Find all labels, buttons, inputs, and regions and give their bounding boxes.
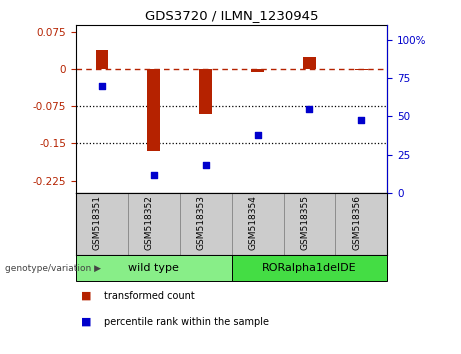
Text: wild type: wild type (129, 263, 179, 273)
Point (202, 162, 209, 168)
Bar (128, 193, 180, 255)
Text: GSM518352: GSM518352 (145, 195, 154, 250)
Title: GDS3720 / ILMN_1230945: GDS3720 / ILMN_1230945 (145, 9, 319, 22)
Bar (148, 69, 160, 151)
Point (98, 83, 106, 89)
Bar (180, 193, 231, 255)
Text: GSM518355: GSM518355 (301, 195, 309, 250)
Text: percentile rank within the sample: percentile rank within the sample (104, 317, 269, 327)
Bar (231, 255, 387, 281)
Text: RORalpha1delDE: RORalpha1delDE (262, 263, 357, 273)
Point (306, 106, 313, 112)
Point (150, 172, 158, 177)
Bar (251, 69, 264, 72)
Bar (355, 69, 368, 70)
Text: ■: ■ (81, 317, 91, 327)
Bar (199, 69, 212, 114)
Bar (76, 193, 128, 255)
Point (254, 132, 261, 138)
Bar (95, 50, 108, 69)
Text: genotype/variation ▶: genotype/variation ▶ (5, 264, 100, 273)
Bar (231, 193, 284, 255)
Bar (303, 57, 316, 69)
Bar (76, 255, 231, 281)
Text: GSM518353: GSM518353 (197, 195, 206, 250)
Text: GSM518351: GSM518351 (93, 195, 102, 250)
Bar (335, 193, 387, 255)
Point (358, 117, 365, 122)
Text: GSM518356: GSM518356 (352, 195, 361, 250)
Bar (284, 193, 335, 255)
Text: GSM518354: GSM518354 (248, 195, 258, 250)
Text: ■: ■ (81, 291, 91, 301)
Text: transformed count: transformed count (104, 291, 195, 301)
